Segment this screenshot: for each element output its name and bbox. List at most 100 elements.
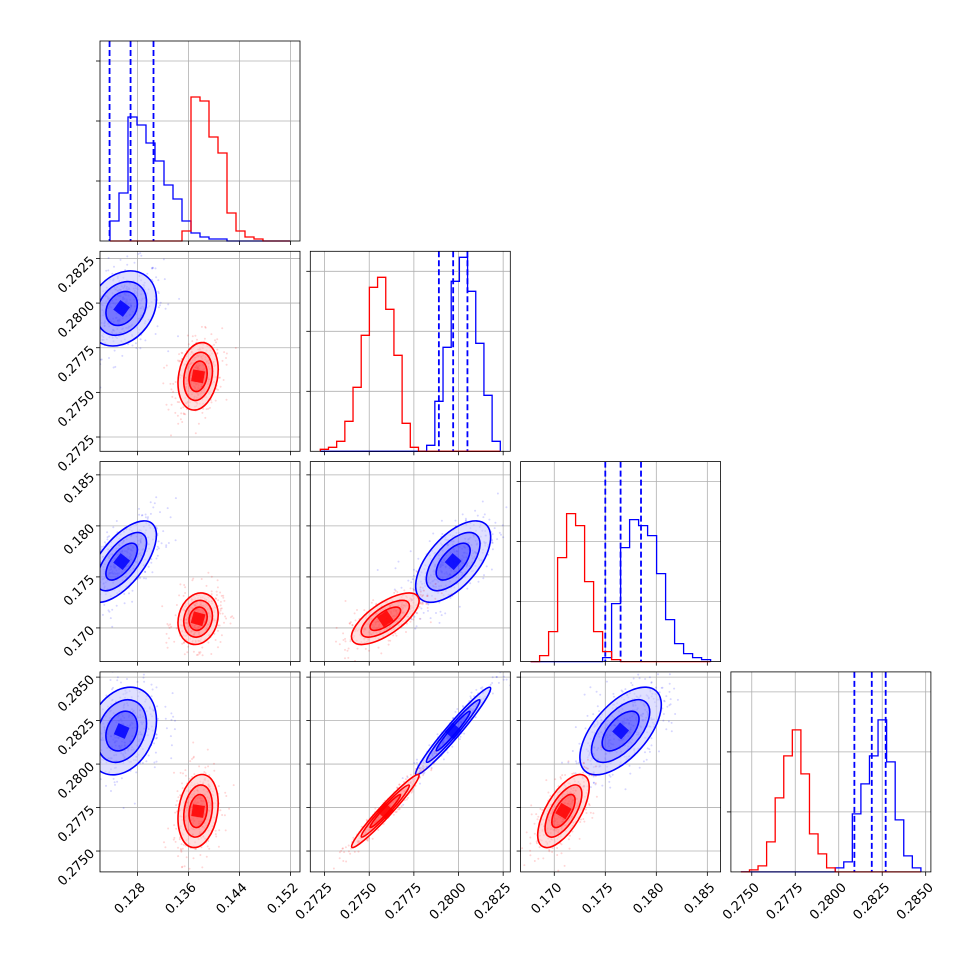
panel-p2-p3-blue-point: [571, 750, 574, 752]
panel-p1-p2-red-point: [395, 634, 398, 637]
panel-p0-p1-blue-point: [155, 276, 158, 279]
panel-p0-p3-blue-point: [100, 778, 102, 781]
panel-p1-p2-red-point: [421, 595, 424, 598]
panel-p1-p3-blue-point: [442, 758, 445, 761]
panel-p2-p3-blue-point: [609, 775, 612, 778]
panel-p2-p3-blue-point: [601, 784, 604, 787]
x-tick-label-p2-2: 0.180: [630, 880, 667, 917]
panel-p0-p2-red-point: [169, 623, 172, 626]
panel-p1-p2-red-point: [380, 652, 383, 655]
panel-p0-p2-red-point: [165, 632, 168, 635]
panel-p0-p3-blue-point: [92, 793, 94, 795]
panel-p0-p2-red-point: [215, 597, 218, 600]
panel-p1-p3-red-point: [343, 851, 346, 854]
panel-p0-p1-red-point: [194, 432, 197, 435]
panel-p0-p2-frame: [99, 461, 301, 663]
panel-p1-p2-blue-point: [477, 580, 480, 583]
panel-p0-p2-blue-point: [108, 610, 111, 613]
panel-p0-p2-blue-point: [115, 520, 118, 522]
panel-p0-p3-blue-point: [91, 707, 93, 709]
panel-p0-p2-blue-point: [90, 572, 92, 574]
panel-p0-p2-blue-point: [112, 526, 115, 529]
panel-p1-p3-red-point: [347, 850, 350, 853]
panel-p2-p3-red-point: [554, 778, 557, 781]
panel-p1-p3-blue-point: [446, 751, 449, 754]
panel-p1-p3-red-point: [420, 769, 422, 772]
panel-p0-p1-red-point: [182, 412, 185, 415]
panel-p2-p3-red-point: [589, 811, 592, 814]
panel-p0-p2-blue-point: [107, 609, 110, 612]
panel-p2-p3-blue-point: [666, 705, 669, 708]
panel-p0-p2-blue-point: [138, 513, 141, 516]
panel-p2-p3-red-point: [556, 854, 559, 856]
panel-p0-p3-red-point: [206, 845, 209, 848]
panel-p0-p1-blue-point: [133, 261, 136, 264]
panel-p2-p3-red-point: [542, 857, 545, 860]
panel-p0-p1-red-point: [219, 385, 222, 388]
panel-p1-p2-red-point: [392, 634, 395, 637]
panel-p0-p1-red-point: [187, 343, 190, 346]
panel-p1-p3-blue-point: [436, 733, 439, 736]
panel-p1-p3-blue-point: [430, 766, 433, 769]
panel-p0-p2-blue-point: [96, 554, 98, 556]
panel-p1-p2-blue-point: [415, 611, 418, 614]
panel-p0-p3-blue-point: [93, 710, 95, 712]
hist-p0-frame: [99, 40, 301, 242]
panel-p0-p1-blue-peak: [113, 300, 131, 317]
panel-p0-p2-red-point: [219, 607, 222, 610]
panel-p0-p2-blue-point: [156, 545, 159, 548]
panel-p1-p2-content: [335, 492, 508, 662]
panel-p0-p2-red-point: [168, 626, 171, 629]
panel-p0-p3-red-point: [206, 748, 209, 751]
panel-p0-p1-blue-point: [87, 323, 89, 325]
panel-p0-p1-blue-point: [163, 278, 166, 281]
panel-p0-p1-red-point: [170, 403, 173, 406]
panel-p0-p2-blue-point: [146, 517, 149, 520]
panel-p0-p1-blue-point: [97, 330, 99, 332]
panel-p0-p1-blue-point: [177, 335, 179, 338]
panel-p0-p2-blue-point: [85, 559, 87, 561]
panel-p0-p3-red-point: [199, 854, 202, 856]
panel-p1-p3-red-point: [430, 767, 433, 770]
panel-p0-p1-red-point: [202, 407, 205, 410]
panel-p0-p3-blue-point: [87, 743, 89, 745]
panel-p0-p3-red-point: [213, 769, 216, 772]
panel-p0-p1-blue-point: [112, 366, 115, 369]
panel-p0-p2-blue-point: [62, 637, 64, 639]
panel-p1-p2-blue-point: [410, 618, 413, 621]
panel-p0-p3-blue-point: [153, 742, 156, 745]
panel-p0-p3-blue-point: [95, 746, 97, 748]
panel-p2-p3-blue-point: [668, 673, 671, 676]
panel-p0-p3-red-point: [213, 762, 215, 765]
panel-p2-p3-red-point: [594, 765, 597, 768]
panel-p0-p3-blue-point: [93, 748, 95, 750]
panel-p2-p3-blue-point: [668, 682, 671, 685]
panel-p0-p1-red-point: [225, 363, 228, 366]
panel-p2-p3-red-point: [539, 807, 542, 810]
panel-p0-p3-blue-point: [96, 737, 98, 739]
panel-p1-p2-blue-point: [376, 569, 379, 571]
panel-p0-p3-blue-point: [89, 744, 91, 746]
panel-p1-p3-red-point: [352, 836, 355, 839]
panel-p0-p3-blue-point: [134, 666, 136, 668]
panel-p0-p3-red-point: [177, 796, 180, 799]
panel-p0-p3-blue-point: [98, 739, 100, 741]
panel-p0-p1-red-point: [200, 325, 203, 328]
panel-p0-p3-blue-point: [105, 694, 108, 697]
panel-p1-p2-blue-point: [490, 568, 493, 571]
panel-p0-p2-red-point: [219, 591, 222, 594]
panel-p0-p3-red-point: [221, 814, 224, 816]
panel-p1-p2-red-point: [422, 594, 425, 597]
panel-p0-p2-blue-point: [43, 617, 45, 619]
panel-p0-p3-red-point: [163, 841, 165, 844]
panel-p0-p3-blue-point: [150, 695, 153, 698]
panel-p0-p1-red-point: [179, 418, 182, 421]
panel-p1-p3-red-point: [422, 767, 425, 770]
panel-p2-p3-red-point: [580, 818, 582, 821]
panel-p0-p1-blue-point: [139, 347, 142, 350]
panel-p0-p1-blue-point: [167, 303, 170, 306]
panel-p0-p1-blue-point: [162, 258, 165, 261]
panel-p1-p3-red-point: [394, 811, 397, 814]
panel-p0-p1-red-point: [170, 388, 173, 391]
panel-p2-p3-red-point: [560, 852, 563, 855]
